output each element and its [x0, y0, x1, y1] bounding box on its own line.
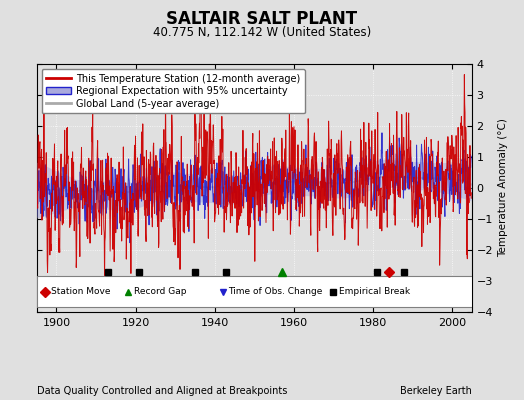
Text: Station Move: Station Move: [50, 287, 110, 296]
Text: Record Gap: Record Gap: [134, 287, 186, 296]
Text: 1980: 1980: [358, 318, 387, 328]
Legend: This Temperature Station (12-month average), Regional Expectation with 95% uncer: This Temperature Station (12-month avera…: [41, 69, 304, 114]
Text: 1940: 1940: [201, 318, 229, 328]
Bar: [37, 276, 472, 307]
Text: 40.775 N, 112.142 W (United States): 40.775 N, 112.142 W (United States): [153, 26, 371, 39]
Text: Time of Obs. Change: Time of Obs. Change: [228, 287, 323, 296]
Text: 1900: 1900: [42, 318, 71, 328]
Text: 1920: 1920: [122, 318, 150, 328]
Text: Berkeley Earth: Berkeley Earth: [400, 386, 472, 396]
Text: Empirical Break: Empirical Break: [339, 287, 410, 296]
Text: Data Quality Controlled and Aligned at Breakpoints: Data Quality Controlled and Aligned at B…: [37, 386, 287, 396]
Y-axis label: Temperature Anomaly (°C): Temperature Anomaly (°C): [498, 118, 508, 258]
Text: 2000: 2000: [438, 318, 466, 328]
Text: 1960: 1960: [280, 318, 308, 328]
Text: SALTAIR SALT PLANT: SALTAIR SALT PLANT: [167, 10, 357, 28]
